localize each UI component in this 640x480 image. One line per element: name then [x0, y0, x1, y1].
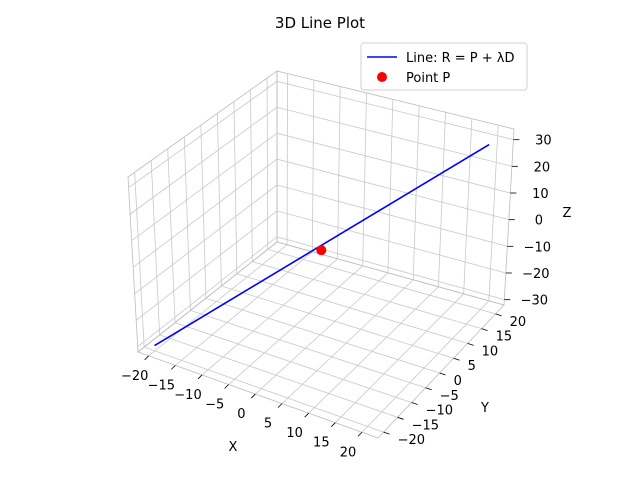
y-tick	[481, 328, 488, 332]
tick-marks	[144, 139, 520, 437]
y-tick-label: −15	[412, 418, 439, 433]
x-tick-label: 5	[264, 417, 272, 432]
z-gridline	[134, 184, 508, 294]
y-tick-label: 5	[468, 359, 476, 374]
axis-panes	[127, 70, 515, 439]
y-tick-label: −10	[426, 404, 453, 419]
x-tick	[331, 422, 336, 427]
y-tick-label: 0	[454, 374, 462, 389]
z-gridline	[129, 106, 512, 215]
series-point	[316, 245, 327, 256]
y-gridline	[233, 101, 468, 344]
y-gridline	[250, 89, 482, 330]
tick-labels: −20−15−10−505101520−20−15−10−505101520−3…	[121, 134, 552, 461]
x-tick-label: 20	[340, 445, 357, 460]
y-axis-label: Y	[480, 401, 489, 416]
z-gridline	[131, 132, 511, 241]
y-tick	[383, 431, 390, 435]
series-line	[154, 143, 490, 347]
x-gridline	[148, 73, 288, 357]
x-tick-label: 15	[313, 436, 330, 451]
y-gridline	[200, 125, 440, 374]
x-tick	[304, 412, 309, 418]
y-tick-label: 20	[510, 315, 527, 330]
z-tick-label: 20	[534, 160, 551, 175]
pane-floor	[137, 241, 505, 439]
legend: Line: R = P + λD Point P	[360, 42, 528, 91]
x-tick-label: −15	[148, 378, 175, 393]
z-gridline	[135, 210, 506, 321]
x-tick	[251, 393, 256, 399]
y-tick	[397, 416, 404, 420]
z-gridline	[137, 236, 505, 348]
x-tick	[357, 431, 363, 437]
x-tick-label: 0	[237, 407, 245, 422]
x-tick	[197, 374, 203, 380]
z-gridline	[132, 158, 509, 268]
x-tick-label: 10	[286, 426, 303, 441]
y-tick	[439, 372, 446, 376]
x-gridline	[281, 105, 420, 404]
x-tick	[224, 384, 229, 389]
chart-title: 3D Line Plot	[275, 14, 365, 32]
y-gridline	[217, 113, 454, 359]
x-tick-label: −5	[205, 397, 224, 412]
y-tick	[425, 387, 432, 391]
z-axis-label: Z	[563, 206, 572, 221]
y-gridline	[150, 160, 398, 418]
x-tick-label: −20	[121, 369, 148, 384]
z-tick-label: 0	[535, 214, 543, 229]
z-tick-label: −10	[524, 240, 551, 255]
y-gridline	[183, 136, 426, 389]
y-gridline	[167, 148, 412, 403]
x-gridline	[361, 125, 499, 433]
data-marks	[154, 143, 490, 347]
z-tick-label: −20	[522, 267, 549, 282]
x-tick	[277, 403, 283, 408]
x-gridline	[175, 80, 315, 366]
legend-point-swatch	[377, 72, 387, 82]
y-tick	[467, 343, 474, 346]
y-tick	[495, 313, 502, 317]
z-gridline	[128, 80, 514, 188]
z-tick-label: −30	[521, 294, 548, 309]
pane-back-left	[127, 70, 278, 353]
x-axis-label: X	[229, 440, 238, 455]
y-tick	[453, 357, 460, 361]
x-tick-label: −10	[174, 388, 201, 403]
legend-box	[360, 42, 528, 91]
y-tick-label: 10	[482, 344, 499, 359]
y-tick	[411, 402, 418, 405]
legend-entry-line: Line: R = P + λD	[406, 51, 515, 66]
grid-lines	[128, 73, 514, 433]
y-gridline	[266, 78, 496, 315]
y-tick-label: −5	[440, 389, 459, 404]
y-tick-label: −20	[398, 433, 425, 448]
z-tick-label: 30	[535, 134, 552, 149]
x-gridline	[228, 92, 367, 385]
x-gridline	[201, 86, 341, 376]
x-gridline	[255, 99, 394, 395]
x-tick	[171, 365, 176, 370]
x-gridline	[335, 118, 473, 423]
z-tick-label: 10	[532, 187, 549, 202]
x-gridline	[308, 112, 446, 414]
legend-entry-point: Point P	[406, 71, 450, 86]
y-gridline	[134, 172, 384, 433]
x-tick	[144, 355, 149, 361]
y-tick-label: 15	[496, 330, 513, 345]
